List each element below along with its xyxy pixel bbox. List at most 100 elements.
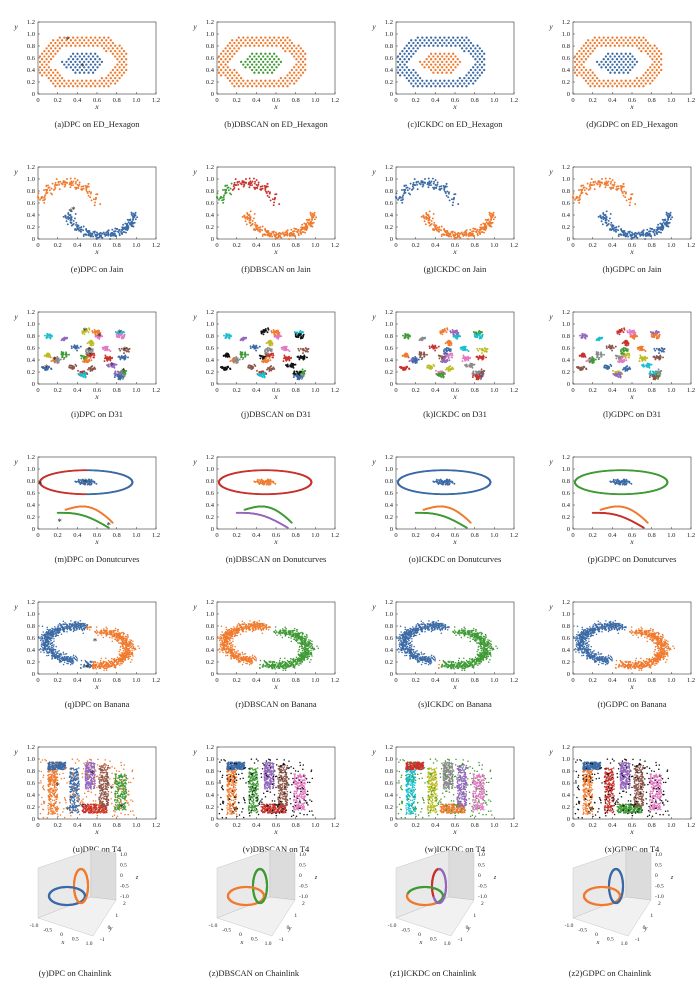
x-tick-label: 1.2 — [687, 242, 695, 249]
data-point — [75, 183, 77, 185]
data-point — [662, 219, 664, 221]
x-tick-label: 0 — [215, 97, 218, 104]
data-point — [302, 368, 304, 370]
data-point — [81, 36, 83, 38]
y-tick-label: 1.2 — [385, 19, 393, 26]
data-point — [269, 340, 271, 342]
data-point — [99, 80, 101, 82]
data-point — [408, 69, 410, 71]
data-point — [634, 80, 636, 82]
data-point — [461, 47, 463, 49]
data-point — [606, 210, 608, 212]
data-point — [271, 350, 273, 352]
x-tick-label: 0.2 — [233, 387, 241, 394]
data-point — [612, 227, 614, 229]
data-point — [80, 357, 82, 359]
data-point — [222, 202, 224, 204]
data-point — [252, 223, 254, 225]
data-point — [587, 77, 589, 79]
data-point — [420, 180, 422, 182]
data-point — [83, 361, 85, 363]
data-point — [252, 220, 254, 222]
x-tick-label: 0 — [36, 387, 39, 394]
data-point — [608, 223, 610, 225]
x-tick-label: 1.0 — [490, 242, 498, 249]
data-point — [233, 42, 235, 44]
data-point — [222, 66, 224, 68]
data-point — [476, 77, 478, 79]
data-point — [282, 42, 284, 44]
data-point — [607, 58, 609, 60]
data-point — [241, 356, 243, 358]
data-point — [583, 55, 585, 57]
data-point — [471, 230, 473, 232]
data-point — [448, 193, 450, 195]
data-point — [408, 74, 410, 76]
data-point — [262, 235, 264, 237]
data-point — [583, 50, 585, 52]
data-point — [615, 188, 617, 190]
data-point — [271, 344, 273, 346]
data-point — [472, 233, 474, 235]
data-point — [273, 80, 275, 82]
data-point — [64, 184, 66, 186]
data-point — [91, 199, 93, 201]
data-point — [293, 374, 295, 376]
data-point — [96, 238, 98, 240]
data-point — [284, 82, 286, 84]
data-point — [251, 42, 253, 44]
data-point — [446, 195, 448, 197]
x-tick-label: 0.4 — [73, 97, 82, 104]
data-point — [223, 196, 225, 198]
data-point — [291, 53, 293, 55]
data-point — [278, 58, 280, 60]
data-point — [402, 368, 404, 370]
data-point — [95, 235, 97, 237]
data-point — [407, 354, 409, 356]
y-tick-label: 0 — [390, 236, 393, 243]
data-point — [286, 232, 288, 234]
data-point — [465, 42, 467, 44]
data-point — [579, 198, 581, 200]
data-point — [484, 229, 486, 231]
data-point — [289, 72, 291, 74]
data-point — [642, 232, 644, 234]
x-tick-label: 0.4 — [608, 242, 617, 249]
data-point — [618, 39, 620, 41]
data-point — [647, 47, 649, 49]
data-point — [445, 39, 447, 41]
data-point — [428, 221, 430, 223]
data-point — [136, 216, 138, 218]
data-point — [258, 82, 260, 84]
data-point — [244, 82, 246, 84]
data-point — [303, 375, 305, 377]
data-point — [300, 47, 302, 49]
data-point — [426, 354, 428, 356]
data-point — [250, 210, 252, 212]
data-point — [269, 80, 271, 82]
x-tick-label: 1.0 — [311, 97, 319, 104]
data-point — [630, 235, 632, 237]
data-point — [263, 375, 265, 377]
data-point — [410, 55, 412, 57]
data-point — [285, 360, 287, 362]
data-point — [649, 66, 651, 68]
data-point — [412, 185, 414, 187]
data-point — [487, 223, 489, 225]
data-point — [242, 216, 244, 218]
subplot-caption: (c)ICKDC on ED_Hexagon — [408, 119, 504, 129]
data-point — [583, 77, 585, 79]
data-point — [429, 216, 431, 218]
data-point — [642, 74, 644, 76]
data-point — [59, 36, 61, 38]
data-point — [128, 351, 130, 353]
subplot-10: 00.20.40.60.81.01.200.20.40.60.81.01.2xy… — [371, 309, 518, 419]
data-point — [285, 364, 287, 366]
data-point — [474, 74, 476, 76]
data-point — [268, 367, 270, 369]
data-point — [451, 354, 453, 356]
y-tick-label: 1.2 — [562, 19, 570, 26]
data-point — [401, 66, 403, 68]
data-point — [653, 55, 655, 57]
